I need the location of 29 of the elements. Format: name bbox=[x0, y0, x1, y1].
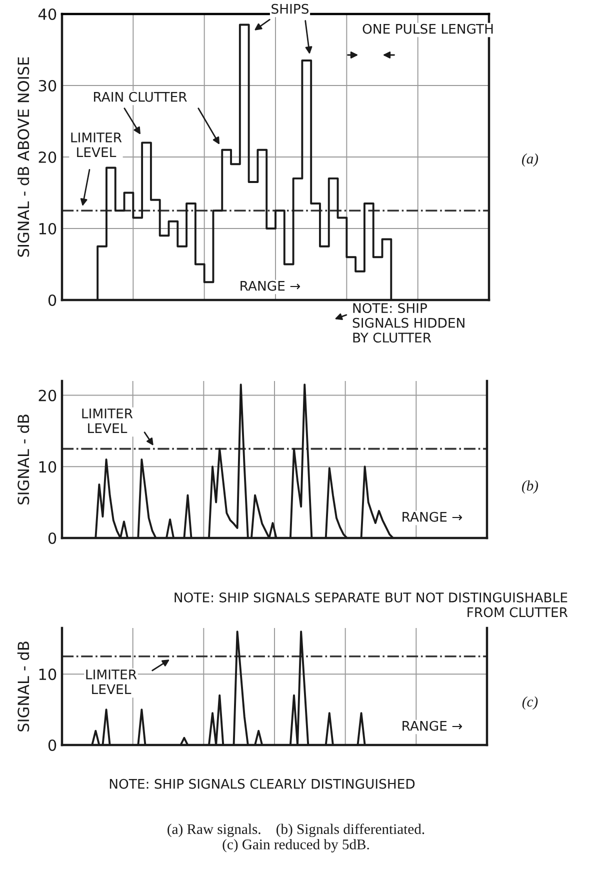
y-axis-title: SIGNAL - dB bbox=[17, 414, 30, 504]
y-tick-label: 20 bbox=[38, 390, 56, 402]
annotation: RAIN CLUTTER bbox=[94, 92, 187, 102]
ref-line-label: LIMITER LEVEL bbox=[86, 670, 137, 694]
y-tick-label: 10 bbox=[39, 461, 56, 473]
ref-line-label: LIMITER LEVEL bbox=[82, 408, 133, 434]
y-tick-label: 10 bbox=[39, 222, 56, 235]
text: NOTE: SHIP SIGNALS HIDDEN BY CLUTTER bbox=[352, 303, 464, 343]
y-tick-label: 0 bbox=[48, 739, 56, 752]
text: (a) Raw signals. (b) Signals differentiated. (c) Gain reduced by 5dB. bbox=[168, 824, 424, 852]
annotation: RANGE → bbox=[402, 720, 462, 731]
text: (b) bbox=[522, 480, 538, 494]
text: NOTE: SHIP SIGNALS CLEARLY DISTINGUISHED bbox=[110, 778, 415, 789]
y-tick-label: 20 bbox=[38, 151, 56, 164]
text: NOTE: SHIP SIGNALS SEPARATE BUT NOT DISTINGUISHABLE FROM CLUTTER bbox=[174, 592, 568, 618]
y-tick-label: 0 bbox=[48, 532, 56, 544]
y-tick-label: 10 bbox=[39, 668, 56, 680]
y-axis-title: SIGNAL - dB bbox=[17, 642, 30, 732]
y-tick-label: 0 bbox=[48, 294, 56, 306]
ref-line-label: LIMITER LEVEL bbox=[71, 132, 122, 158]
y-tick-label: 40 bbox=[38, 8, 56, 20]
text: (c) bbox=[522, 696, 538, 710]
annotation: RANGE → bbox=[240, 280, 300, 291]
annotation: RANGE → bbox=[402, 512, 462, 522]
annotation: ONE PULSE LENGTH bbox=[362, 24, 493, 34]
text: (a) bbox=[522, 153, 538, 167]
y-axis-title: SIGNAL - dB ABOVE NOISE bbox=[17, 57, 30, 257]
y-tick-label: 30 bbox=[38, 80, 56, 92]
text: SHIPS bbox=[272, 4, 309, 14]
